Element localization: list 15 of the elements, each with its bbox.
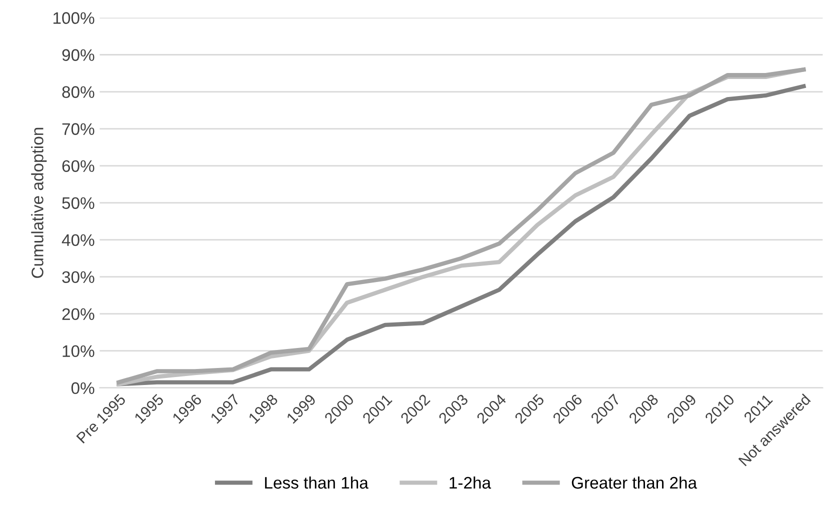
legend-label: Greater than 2ha [572,476,698,489]
y-tick-label: 40% [62,234,94,246]
y-axis-title: Cumulative adoption [31,128,47,278]
y-tick-label: 70% [62,123,94,135]
y-tick-label: 100% [54,12,94,24]
y-tick-label: 50% [62,197,94,210]
y-tick-label: 60% [62,160,94,172]
y-tick-label: 90% [62,49,94,61]
y-tick-label: 80% [62,86,94,98]
legend-label: 1-2ha [450,476,492,489]
legend-label: Less than 1ha [265,476,368,489]
y-tick-label: 20% [62,308,94,320]
y-tick-label: 0% [71,382,94,394]
y-tick-label: 30% [62,271,94,284]
y-tick-label: 10% [62,345,94,358]
